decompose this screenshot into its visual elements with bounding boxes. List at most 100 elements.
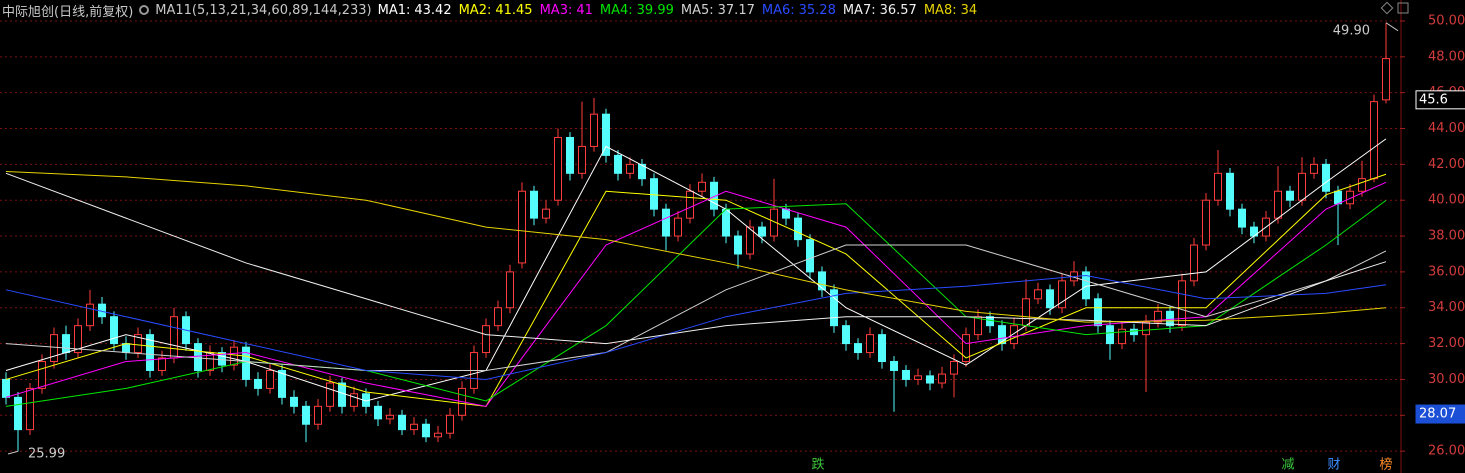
candle-body: [14, 396, 22, 431]
candle-body: [1238, 208, 1246, 228]
candle-body: [434, 432, 442, 438]
legend-entry: MA8: 34: [924, 3, 977, 18]
candle-body: [1022, 298, 1030, 327]
candle-body: [278, 369, 286, 398]
event-marker: 跌: [811, 457, 824, 473]
candle-body: [350, 393, 358, 407]
candle-body: [290, 396, 298, 407]
candle-body: [998, 325, 1006, 345]
chart-title: 中际旭创(日线,前复权): [2, 4, 134, 20]
candle-body: [86, 303, 94, 327]
legend-name: MA1:: [377, 2, 411, 18]
y-tick-label: 38.00: [1428, 229, 1465, 244]
candle-body: [938, 373, 946, 384]
candle-body: [146, 334, 154, 371]
candle-body: [746, 226, 754, 255]
candle-body: [878, 334, 886, 363]
candle-body: [770, 208, 778, 237]
y-tick-label: 42.00: [1428, 157, 1465, 172]
legend-value: 43.42: [414, 2, 452, 18]
candle-body: [554, 136, 562, 201]
candle-body: [110, 316, 118, 345]
candle-body: [1154, 310, 1162, 323]
candle-body: [158, 357, 166, 371]
candle-body: [902, 369, 910, 380]
event-marker: 榜: [1379, 457, 1392, 473]
legend-value: 37.17: [717, 2, 755, 18]
candle-body: [1346, 190, 1354, 205]
candle-body: [794, 217, 802, 241]
candle-body: [1178, 280, 1186, 327]
legend-name: MA7:: [842, 2, 876, 18]
candle-body: [830, 289, 838, 327]
candle-body: [674, 217, 682, 237]
icon[interactable]: [1397, 2, 1409, 14]
legend-value: 39.99: [636, 2, 674, 18]
candle-body: [866, 334, 874, 354]
candle-body: [1298, 172, 1306, 201]
candle-body: [170, 316, 178, 359]
price-marker: [1415, 404, 1465, 424]
y-tick-label: 34.00: [1428, 300, 1465, 315]
candle-body: [422, 423, 430, 438]
candle-body: [698, 181, 706, 192]
legend-value: 41.45: [495, 2, 533, 18]
icon[interactable]: [1380, 1, 1394, 15]
ma-line: [5, 274, 1387, 380]
price-marker: [1415, 90, 1465, 110]
candle-body: [542, 208, 550, 219]
indicator: MA11(5,13,21,34,60,89,144,233): [155, 2, 372, 18]
legend-value: 35.28: [798, 2, 836, 18]
candle-body: [374, 405, 382, 420]
legend-value: 41: [576, 2, 593, 18]
candle-body: [530, 190, 538, 219]
candle-body: [650, 178, 658, 210]
candle-body: [1190, 244, 1198, 282]
candle-body: [734, 235, 742, 255]
legend-value: 34: [960, 2, 978, 18]
candle-body: [518, 190, 526, 264]
candle-body: [758, 226, 766, 237]
candle-body: [1130, 328, 1138, 336]
candle-body: [254, 378, 262, 389]
candle-body: [710, 181, 718, 210]
y-tick-label: 44.00: [1428, 121, 1465, 136]
candle-body: [578, 145, 586, 174]
candle-body: [926, 375, 934, 384]
candle-body: [26, 387, 34, 431]
candle-body: [62, 334, 70, 354]
candle-body: [338, 382, 346, 407]
candle-body: [686, 190, 694, 219]
candle-body: [266, 369, 274, 389]
candle-body: [506, 271, 514, 309]
y-tick-label: 32.00: [1428, 336, 1465, 351]
candle-body: [1370, 101, 1378, 180]
candle-body: [482, 325, 490, 354]
y-tick-label: 30.00: [1428, 372, 1465, 387]
candle-body: [782, 208, 790, 219]
candle-body: [1202, 199, 1210, 246]
settings-icon[interactable]: [139, 5, 150, 15]
legend-name: MA5:: [680, 2, 714, 18]
candle-body: [1286, 190, 1294, 201]
candle-body: [194, 343, 202, 371]
candle-body: [1334, 190, 1342, 205]
annotation: 25.99: [28, 447, 65, 462]
event-marker: 减: [1281, 458, 1294, 473]
candle-body: [398, 414, 406, 431]
candle-body: [74, 325, 82, 354]
ma-line: [5, 173, 1387, 407]
candle-body: [590, 113, 598, 147]
candle-body: [842, 325, 850, 345]
candle-body: [1094, 298, 1102, 327]
candle-body: [914, 375, 922, 380]
y-tick-label: 36.00: [1428, 264, 1465, 279]
ma-line: [5, 244, 1387, 371]
candle-body: [122, 343, 130, 354]
candle-body: [806, 239, 814, 273]
candle-body: [662, 208, 670, 237]
candle-body: [134, 334, 142, 354]
y-tick-label: 40.00: [1428, 193, 1465, 208]
legend-entry: MA7: 36.57: [843, 3, 917, 18]
